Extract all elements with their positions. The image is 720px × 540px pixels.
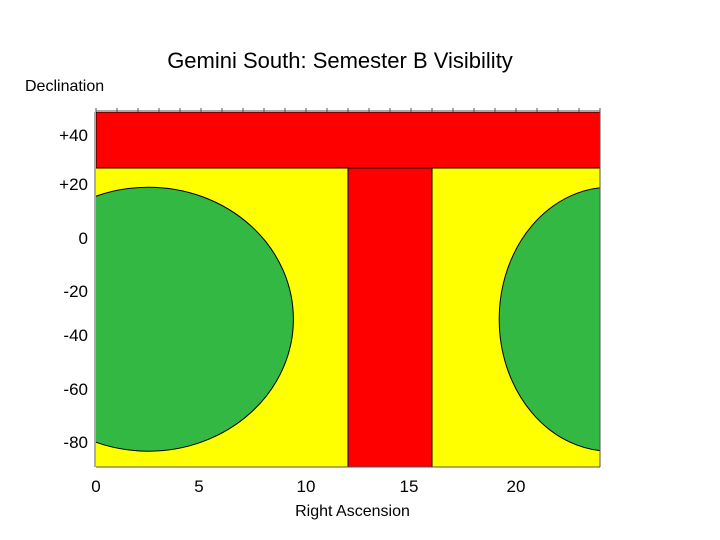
plot-regions <box>96 112 600 467</box>
region-right-lobe <box>498 187 600 452</box>
region-left-lobe <box>96 186 294 452</box>
x-tick-label: 0 <box>91 477 101 496</box>
x-tick-label: 15 <box>399 477 419 496</box>
y-axis-label: Declination <box>25 78 105 95</box>
y-tick-label: -20 <box>63 282 88 301</box>
plot-frame <box>94 108 601 468</box>
region-column <box>347 167 433 467</box>
y-tick-label: 0 <box>78 229 88 248</box>
y-tick-label: +40 <box>59 126 88 145</box>
y-tick-label: -60 <box>63 380 88 399</box>
x-tick-label: 10 <box>296 477 316 496</box>
y-tick-label: -40 <box>63 326 88 345</box>
x-tick-label: 20 <box>506 477 526 496</box>
x-axis-label: Right Ascension <box>295 503 410 520</box>
x-tick-label: 5 <box>194 477 204 496</box>
y-tick-label: -80 <box>63 433 88 452</box>
y-tick-label: +20 <box>59 175 88 194</box>
chart-title: Gemini South: Semester B Visibility <box>167 48 513 73</box>
region-band <box>96 112 600 169</box>
